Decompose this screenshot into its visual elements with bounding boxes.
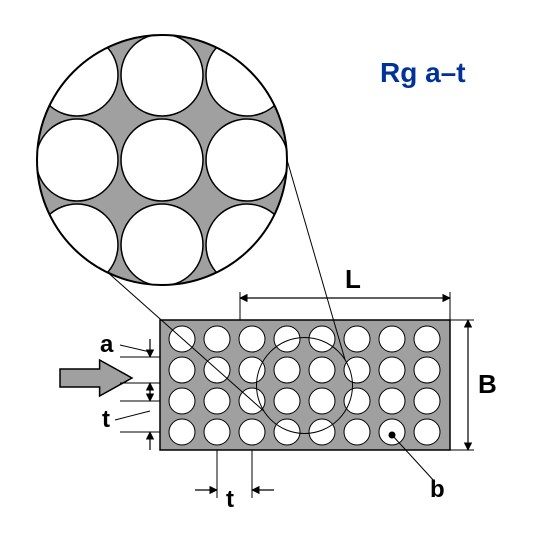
dimension-L [240, 292, 450, 320]
label-t-bottom: t [226, 486, 234, 514]
magnifier-view [0, 34, 373, 286]
label-a: a [100, 331, 113, 359]
diagram-container: Rg a–t L B a t t b [0, 0, 550, 550]
label-b: b [430, 476, 445, 504]
direction-arrow-icon [60, 360, 132, 396]
perforated-sheet [160, 320, 450, 450]
label-L: L [345, 264, 361, 295]
diagram-title: Rg a–t [380, 57, 466, 89]
label-B: B [478, 369, 497, 400]
label-t-left: t [102, 406, 110, 434]
dimension-B [450, 320, 474, 450]
diagram-svg [0, 0, 550, 550]
dimension-a [120, 339, 160, 401]
dimension-t-bottom [195, 450, 274, 498]
dimension-t-left [115, 383, 160, 450]
